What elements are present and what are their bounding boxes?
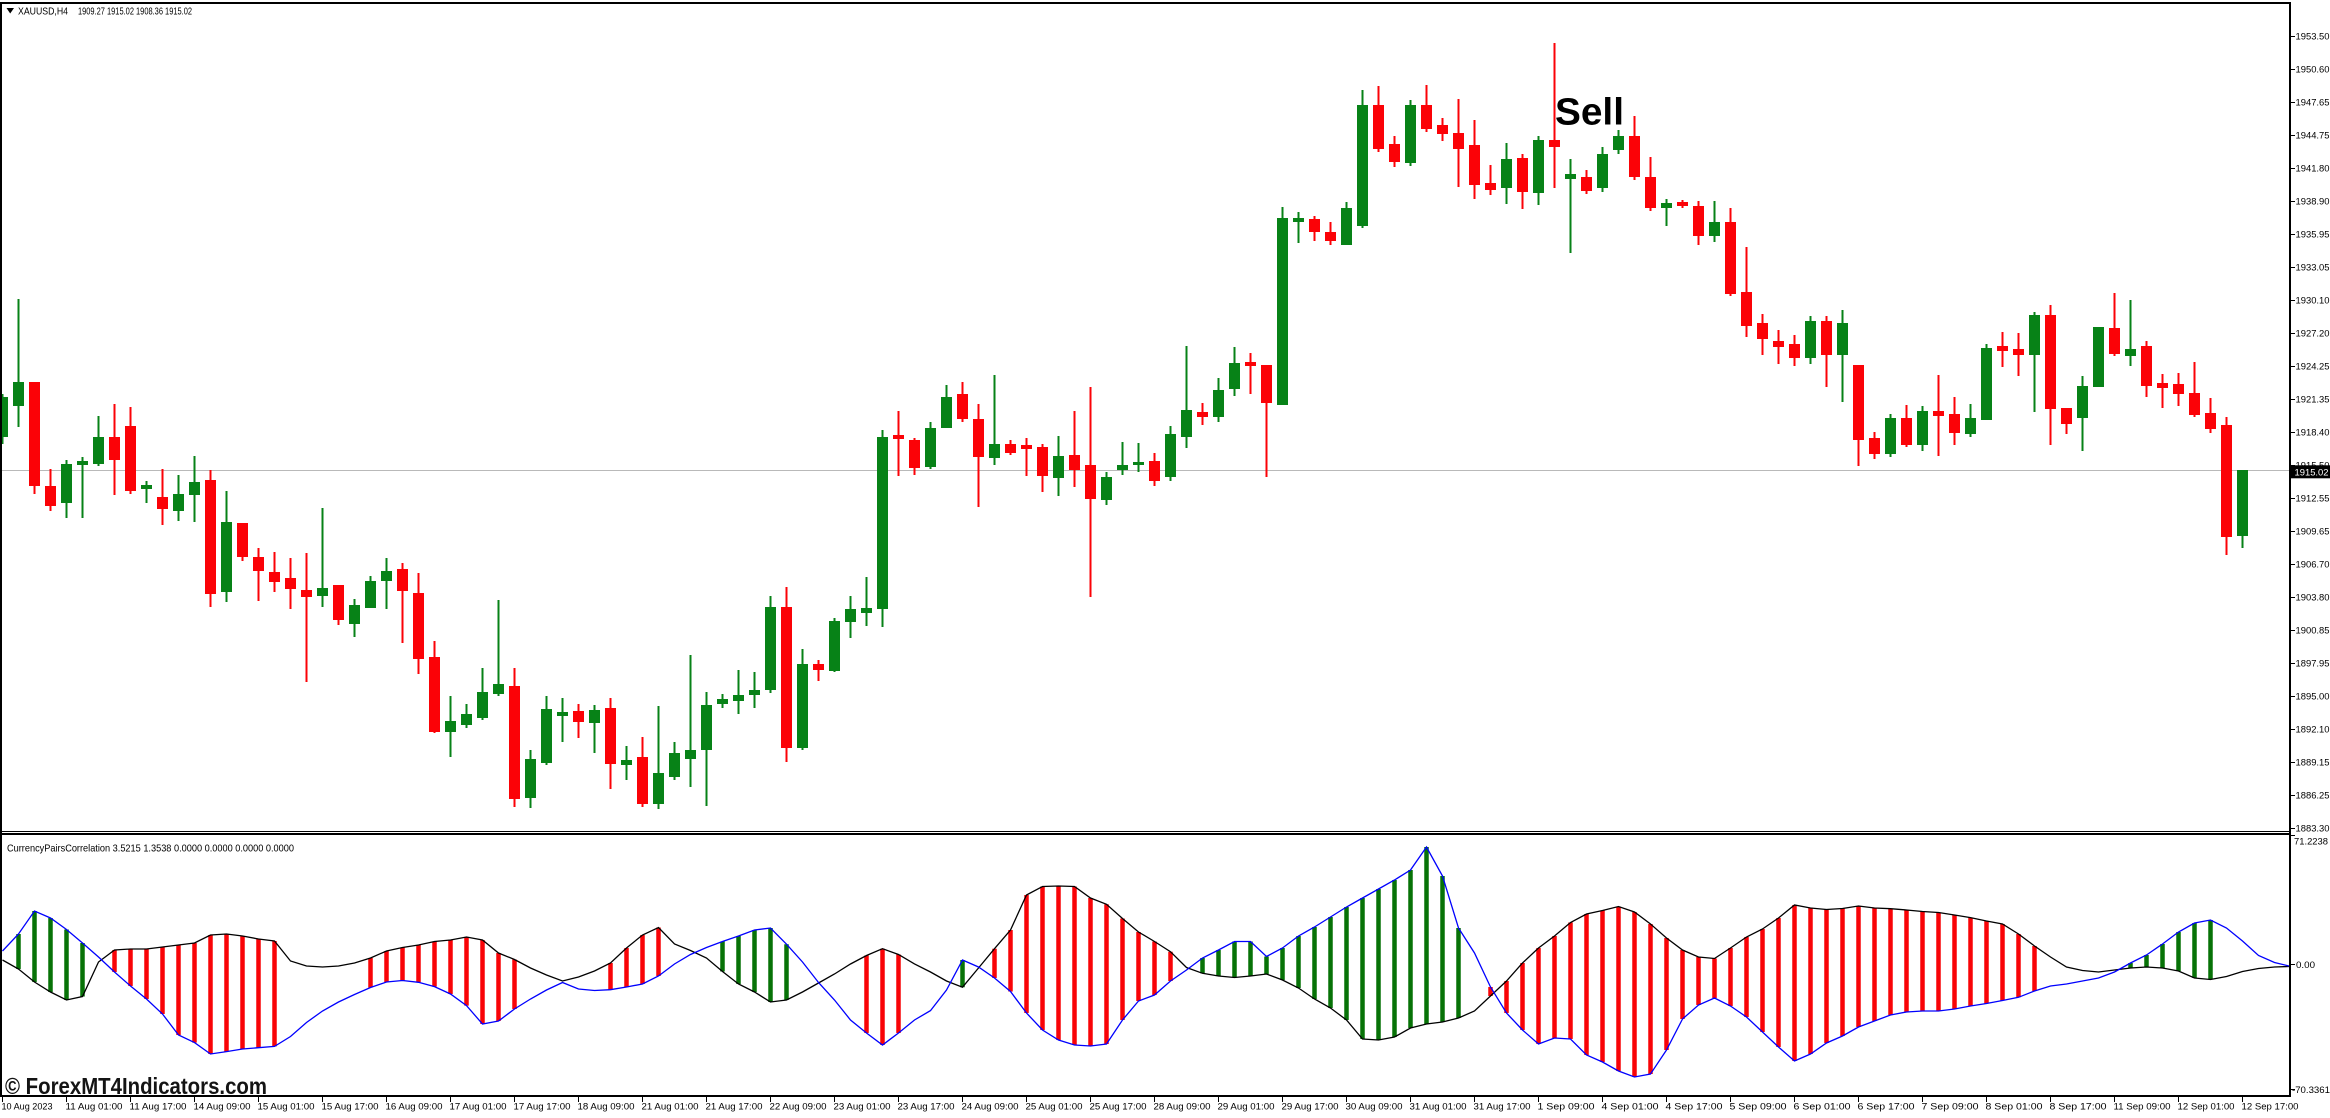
svg-text:4 Sep 17:00: 4 Sep 17:00 bbox=[1666, 1102, 1723, 1113]
svg-text:© ForexMT4Indicators.com: © ForexMT4Indicators.com bbox=[5, 1073, 267, 1099]
svg-text:1906.70: 1906.70 bbox=[2296, 560, 2330, 571]
svg-text:25 Aug 17:00: 25 Aug 17:00 bbox=[1090, 1102, 1147, 1113]
svg-text:1924.25: 1924.25 bbox=[2296, 362, 2330, 373]
svg-text:10 Aug 2023: 10 Aug 2023 bbox=[2, 1102, 53, 1113]
svg-text:8 Sep 17:00: 8 Sep 17:00 bbox=[2050, 1102, 2107, 1113]
svg-text:30 Aug 09:00: 30 Aug 09:00 bbox=[1346, 1102, 1403, 1113]
svg-text:16 Aug 09:00: 16 Aug 09:00 bbox=[386, 1102, 443, 1113]
svg-text:31 Aug 17:00: 31 Aug 17:00 bbox=[1474, 1102, 1531, 1113]
svg-text:1886.25: 1886.25 bbox=[2296, 791, 2330, 802]
svg-text:1897.95: 1897.95 bbox=[2296, 659, 2330, 670]
svg-text:29 Aug 17:00: 29 Aug 17:00 bbox=[1282, 1102, 1339, 1113]
svg-text:CurrencyPairsCorrelation 3.521: CurrencyPairsCorrelation 3.5215 1.3538 0… bbox=[7, 843, 294, 855]
svg-text:23 Aug 17:00: 23 Aug 17:00 bbox=[898, 1102, 955, 1113]
svg-text:28 Aug 09:00: 28 Aug 09:00 bbox=[1154, 1102, 1211, 1113]
svg-text:1912.55: 1912.55 bbox=[2296, 494, 2330, 505]
svg-text:21 Aug 01:00: 21 Aug 01:00 bbox=[642, 1102, 699, 1113]
svg-text:7 Sep 09:00: 7 Sep 09:00 bbox=[1922, 1102, 1979, 1113]
svg-text:15 Aug 17:00: 15 Aug 17:00 bbox=[322, 1102, 379, 1113]
svg-text:11 Aug 01:00: 11 Aug 01:00 bbox=[66, 1102, 123, 1113]
svg-text:1903.80: 1903.80 bbox=[2296, 593, 2330, 604]
svg-text:XAUUSD,H4: XAUUSD,H4 bbox=[18, 6, 68, 18]
svg-text:21 Aug 17:00: 21 Aug 17:00 bbox=[706, 1102, 763, 1113]
svg-text:11 Sep 09:00: 11 Sep 09:00 bbox=[2114, 1102, 2171, 1113]
svg-text:1883.30: 1883.30 bbox=[2296, 824, 2330, 835]
svg-text:Sell: Sell bbox=[1555, 92, 1624, 134]
svg-text:1953.50: 1953.50 bbox=[2296, 32, 2330, 43]
svg-text:4 Sep 01:00: 4 Sep 01:00 bbox=[1602, 1102, 1659, 1113]
svg-text:1941.80: 1941.80 bbox=[2296, 164, 2330, 175]
svg-text:1889.15: 1889.15 bbox=[2296, 758, 2330, 769]
svg-text:1927.20: 1927.20 bbox=[2296, 329, 2330, 340]
svg-text:12 Sep 17:00: 12 Sep 17:00 bbox=[2242, 1102, 2299, 1113]
svg-text:23 Aug 01:00: 23 Aug 01:00 bbox=[834, 1102, 891, 1113]
svg-text:1900.85: 1900.85 bbox=[2296, 626, 2330, 637]
svg-text:14 Aug 09:00: 14 Aug 09:00 bbox=[194, 1102, 251, 1113]
svg-text:6 Sep 01:00: 6 Sep 01:00 bbox=[1794, 1102, 1851, 1113]
svg-text:1915.02: 1915.02 bbox=[2295, 467, 2329, 478]
svg-text:1892.10: 1892.10 bbox=[2296, 725, 2330, 736]
svg-text:17 Aug 01:00: 17 Aug 01:00 bbox=[450, 1102, 507, 1113]
svg-text:1938.90: 1938.90 bbox=[2296, 197, 2330, 208]
svg-text:1947.65: 1947.65 bbox=[2296, 98, 2330, 109]
svg-text:18 Aug 09:00: 18 Aug 09:00 bbox=[578, 1102, 635, 1113]
svg-text:1895.00: 1895.00 bbox=[2296, 692, 2330, 703]
svg-text:1918.40: 1918.40 bbox=[2296, 428, 2330, 439]
svg-text:29 Aug 01:00: 29 Aug 01:00 bbox=[1218, 1102, 1275, 1113]
svg-text:25 Aug 01:00: 25 Aug 01:00 bbox=[1026, 1102, 1083, 1113]
svg-text:8 Sep 01:00: 8 Sep 01:00 bbox=[1986, 1102, 2043, 1113]
svg-text:31 Aug 01:00: 31 Aug 01:00 bbox=[1410, 1102, 1467, 1113]
svg-text:24 Aug 09:00: 24 Aug 09:00 bbox=[962, 1102, 1019, 1113]
svg-text:1950.60: 1950.60 bbox=[2296, 65, 2330, 76]
svg-text:5 Sep 09:00: 5 Sep 09:00 bbox=[1730, 1102, 1787, 1113]
svg-text:12 Sep 01:00: 12 Sep 01:00 bbox=[2178, 1102, 2235, 1113]
svg-text:1921.35: 1921.35 bbox=[2296, 395, 2330, 406]
svg-text:1 Sep 09:00: 1 Sep 09:00 bbox=[1538, 1102, 1595, 1113]
svg-text:22 Aug 09:00: 22 Aug 09:00 bbox=[770, 1102, 827, 1113]
svg-text:71.2238: 71.2238 bbox=[2294, 837, 2328, 848]
svg-text:0.00: 0.00 bbox=[2296, 960, 2315, 971]
svg-text:1944.75: 1944.75 bbox=[2296, 131, 2330, 142]
svg-text:6 Sep 17:00: 6 Sep 17:00 bbox=[1858, 1102, 1915, 1113]
svg-text:1935.95: 1935.95 bbox=[2296, 230, 2330, 241]
svg-text:1909.27 1915.02 1908.36 1915.0: 1909.27 1915.02 1908.36 1915.02 bbox=[78, 6, 192, 18]
svg-text:1930.10: 1930.10 bbox=[2296, 296, 2330, 307]
svg-text:-70.3361: -70.3361 bbox=[2292, 1085, 2330, 1096]
svg-text:15 Aug 01:00: 15 Aug 01:00 bbox=[258, 1102, 315, 1113]
svg-text:17 Aug 17:00: 17 Aug 17:00 bbox=[514, 1102, 571, 1113]
svg-text:1909.65: 1909.65 bbox=[2296, 527, 2330, 538]
svg-text:11 Aug 17:00: 11 Aug 17:00 bbox=[130, 1102, 187, 1113]
svg-text:1933.05: 1933.05 bbox=[2296, 263, 2330, 274]
